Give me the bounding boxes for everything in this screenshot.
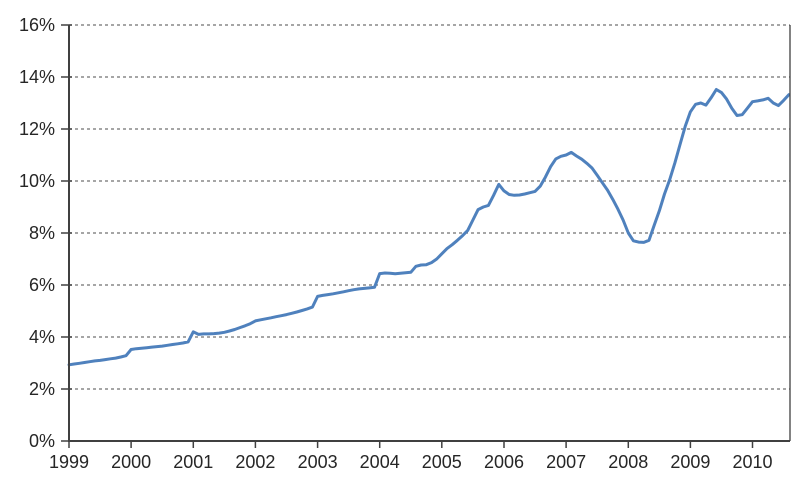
- x-axis-label: 2004: [360, 452, 400, 472]
- y-axis-label: 4%: [29, 327, 55, 347]
- y-axis-label: 8%: [29, 223, 55, 243]
- x-axis-label: 1999: [49, 452, 89, 472]
- y-axis-label: 6%: [29, 275, 55, 295]
- x-axis-label: 2005: [422, 452, 462, 472]
- data-line-percent-rate: [67, 88, 791, 367]
- x-axis-label: 2009: [670, 452, 710, 472]
- x-axis-label: 2001: [173, 452, 213, 472]
- series-group: [67, 88, 791, 367]
- x-axis-label: 2002: [235, 452, 275, 472]
- x-axis-label: 2003: [298, 452, 338, 472]
- y-axis-label: 10%: [19, 171, 55, 191]
- x-axis-label: 2006: [484, 452, 524, 472]
- y-axis-label: 12%: [19, 119, 55, 139]
- y-axis-label: 0%: [29, 431, 55, 451]
- x-axis-label: 2000: [111, 452, 151, 472]
- axes: [61, 24, 791, 448]
- x-axis-label: 2008: [608, 452, 648, 472]
- y-axis-label: 16%: [19, 15, 55, 35]
- x-axis-label: 2010: [732, 452, 772, 472]
- y-axis-label: 2%: [29, 379, 55, 399]
- y-axis-label: 14%: [19, 67, 55, 87]
- x-axis-label: 2007: [546, 452, 586, 472]
